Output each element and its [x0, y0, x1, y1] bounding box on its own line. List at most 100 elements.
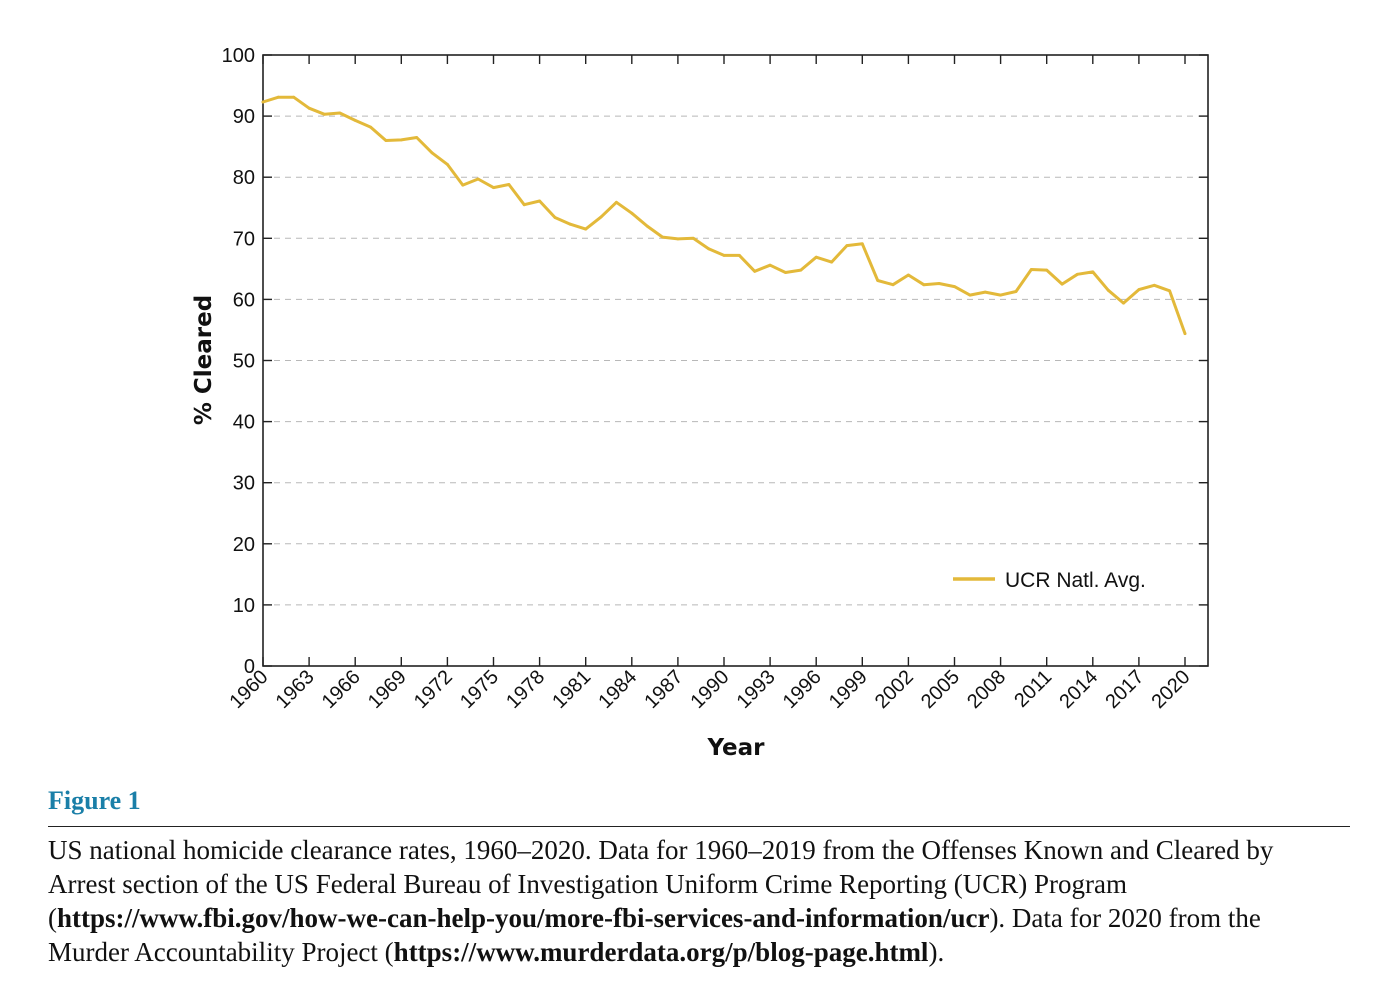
data-point-2017	[1137, 288, 1141, 291]
y-tick-label-10: 10	[233, 595, 255, 617]
data-point-2019	[1168, 289, 1171, 293]
data-point-1996	[814, 255, 818, 259]
data-point-1961	[277, 95, 280, 99]
data-point-2010	[1029, 268, 1033, 271]
caption-text-2: ). Data for 2020 from the Murder Account…	[48, 903, 1261, 967]
data-point-1987	[676, 237, 680, 241]
x-tick-label-1966: 1966	[318, 666, 365, 713]
y-tick-label-0: 0	[244, 656, 255, 678]
data-point-1979	[553, 216, 557, 219]
y-tick-label-100: 100	[222, 45, 255, 67]
data-point-1994	[784, 271, 787, 274]
data-point-2001	[891, 283, 895, 287]
x-tick-label-1990: 1990	[687, 666, 734, 713]
data-point-2012	[1060, 282, 1064, 286]
x-tick-label-1978: 1978	[502, 666, 549, 713]
y-tick-label-80: 80	[233, 167, 255, 189]
x-tick-label-2017: 2017	[1101, 666, 1148, 713]
legend: UCR Natl. Avg.	[953, 569, 1146, 592]
caption-link-fbi[interactable]: https://www.fbi.gov/how-we-can-help-you/…	[57, 903, 990, 933]
data-point-2016	[1122, 301, 1125, 305]
data-point-1989	[707, 247, 710, 251]
x-tick-label-2011: 2011	[1010, 666, 1056, 712]
data-point-1973	[461, 183, 465, 187]
data-point-2020	[1183, 332, 1187, 335]
caption-divider	[48, 826, 1350, 827]
data-point-1964	[323, 112, 326, 116]
caption-text-1: US national homicide clearance rates, 19…	[48, 835, 1274, 933]
data-point-1970	[415, 136, 419, 139]
x-axis-ticks: 1960 1963 1966 1969 1972 1975 1978 1981 1984 1987…	[226, 55, 1195, 713]
chart-figure: 0 10 20 30 40 50 60 70 80 90 100 1960 1963 1966 1969 1…	[191, 45, 1209, 761]
data-point-1983	[615, 200, 618, 204]
x-tick-label-1987: 1987	[640, 666, 687, 713]
data-point-2006	[968, 293, 972, 297]
x-tick-label-1960: 1960	[226, 666, 273, 713]
x-tick-label-1981: 1981	[548, 666, 595, 713]
data-point-1974	[476, 177, 480, 181]
data-point-1985	[645, 224, 649, 228]
data-point-2003	[922, 283, 926, 287]
data-point-1986	[661, 235, 664, 239]
x-tick-label-2002: 2002	[871, 666, 918, 713]
data-point-1966	[353, 119, 357, 122]
y-tick-label-90: 90	[233, 106, 255, 128]
x-axis-title: Year	[706, 735, 765, 761]
x-tick-label-2005: 2005	[917, 666, 964, 713]
x-tick-label-1963: 1963	[272, 666, 319, 713]
grid-lines	[263, 115, 1208, 606]
data-point-1992	[753, 269, 757, 273]
data-point-1968	[384, 139, 388, 142]
data-point-1978	[538, 199, 541, 203]
series-line-0	[261, 95, 1187, 336]
data-point-1971	[430, 151, 434, 155]
caption-link-murderdata[interactable]: https://www.murderdata.org/p/blog-page.h…	[393, 937, 929, 967]
data-point-2014	[1091, 270, 1095, 274]
data-point-1975	[492, 186, 495, 190]
data-point-2005	[953, 285, 956, 288]
data-point-1991	[738, 254, 741, 257]
y-tick-label-20: 20	[233, 534, 255, 556]
data-point-1999	[860, 242, 864, 246]
data-point-1982	[599, 215, 603, 219]
y-tick-label-50: 50	[233, 351, 255, 373]
data-point-1967	[369, 125, 372, 129]
data-point-1969	[399, 138, 403, 142]
x-tick-label-1969: 1969	[364, 666, 411, 713]
caption-text-3: ).	[928, 937, 945, 967]
data-point-1962	[292, 95, 296, 99]
y-tick-label-70: 70	[233, 228, 255, 250]
y-tick-label-40: 40	[233, 412, 255, 434]
x-tick-label-2014: 2014	[1055, 666, 1102, 713]
data-point-1965	[338, 111, 342, 115]
data-point-1993	[768, 263, 772, 267]
data-point-1977	[522, 203, 526, 207]
data-point-1995	[799, 268, 803, 272]
figure-caption: US national homicide clearance rates, 19…	[48, 833, 1338, 969]
data-point-1997	[830, 260, 833, 264]
figure-label: Figure 1	[48, 786, 141, 815]
y-axis-title: % Cleared	[191, 295, 217, 425]
x-tick-label-1984: 1984	[594, 666, 641, 713]
y-tick-label-60: 60	[233, 289, 255, 311]
data-point-2007	[983, 290, 987, 294]
data-point-1988	[691, 236, 695, 240]
x-tick-label-1996: 1996	[779, 666, 826, 713]
x-tick-label-1999: 1999	[825, 666, 872, 713]
data-point-2009	[1014, 290, 1018, 293]
data-point-1963	[307, 106, 311, 110]
data-point-1960	[261, 100, 265, 104]
data-point-2008	[999, 293, 1002, 297]
x-tick-label-1975: 1975	[456, 666, 503, 713]
data-point-1984	[630, 211, 634, 215]
data-point-2018	[1152, 283, 1156, 287]
legend-label-ucr: UCR Natl. Avg.	[1005, 569, 1146, 592]
data-point-1998	[845, 244, 849, 248]
data-point-1980	[568, 222, 572, 226]
y-axis-ticks: 0 10 20 30 40 50 60 70 80 90 100	[222, 45, 1208, 678]
data-point-2013	[1076, 272, 1079, 276]
data-point-1972	[446, 163, 449, 166]
data-point-2002	[907, 273, 910, 277]
series-layer	[261, 95, 1187, 336]
